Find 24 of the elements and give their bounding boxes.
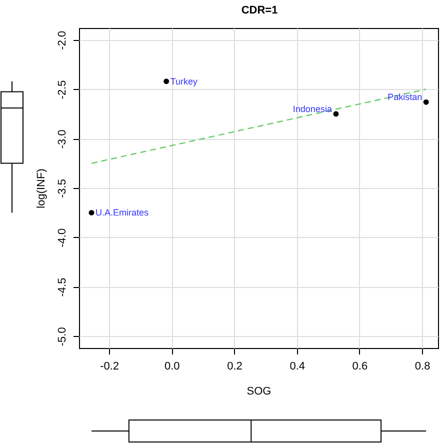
x-tick-label: 0.0 (164, 360, 180, 372)
y-tick-label: -3.0 (56, 130, 68, 149)
y-tick-label: -3.5 (56, 179, 68, 198)
x-tick-label: -0.2 (100, 360, 120, 372)
x-tick-label: 0.6 (352, 360, 368, 372)
x-axis-title: SOG (246, 386, 272, 398)
x-tick-label: 0.4 (290, 360, 305, 372)
chart-title: CDR=1 (241, 4, 278, 16)
point (333, 111, 339, 117)
y-tick-label: -5.0 (56, 327, 68, 346)
y-tick-label: -4.0 (56, 228, 68, 248)
y-tick-label: -2.5 (56, 80, 68, 100)
point (164, 78, 170, 84)
x-tick-label: 0.2 (227, 360, 242, 372)
y-tick-label: -4.5 (56, 278, 68, 297)
annotation: U.A.Emirates (96, 208, 150, 218)
y-axis-title: log(INF) (36, 168, 48, 208)
annotation: Pakistan (388, 92, 422, 102)
y-tick-label: -2.0 (56, 30, 68, 50)
x-tick-label: 0.8 (414, 360, 430, 372)
point (423, 99, 429, 105)
annotation: Turkey (170, 76, 198, 86)
annotation: Indonesia (292, 104, 332, 114)
point (88, 210, 94, 216)
